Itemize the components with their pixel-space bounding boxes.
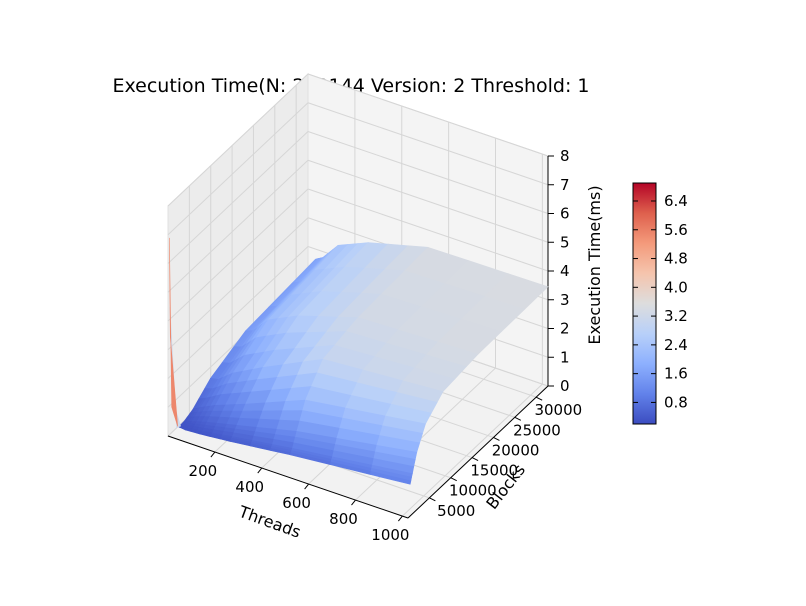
z-tick-label: 4 bbox=[560, 262, 570, 280]
x-tick-mark bbox=[304, 483, 310, 490]
tick-labels: 200 400 600 800 1000 5000 10000 15000 20000 25000… bbox=[189, 147, 583, 544]
y-tick-mark bbox=[450, 477, 457, 482]
colorbar-gradient bbox=[632, 182, 657, 425]
grid-line-z bbox=[307, 159, 549, 243]
grid-line-z bbox=[167, 73, 309, 207]
colorbar-tick-label: 6.4 bbox=[664, 192, 688, 210]
surface-face bbox=[369, 471, 412, 485]
surface-face bbox=[279, 410, 303, 422]
y-tick-mark bbox=[535, 396, 543, 401]
y-tick-mark bbox=[514, 416, 522, 421]
colorbar-tick-label: 3.2 bbox=[664, 307, 688, 325]
y-tick-label: 20000 bbox=[492, 441, 540, 459]
grid-line-z bbox=[307, 188, 549, 272]
colorbar-tick-label: 4.0 bbox=[664, 278, 688, 296]
grid-line-x bbox=[402, 383, 543, 517]
grid-line-z bbox=[307, 131, 549, 214]
x-tick-label: 400 bbox=[235, 478, 264, 496]
colorbar-tick-label: 4.8 bbox=[664, 250, 688, 268]
surface-face bbox=[259, 410, 284, 421]
colorbar: 0.8 1.6 2.4 3.2 4.0 4.8 5.6 6.4 bbox=[632, 182, 688, 425]
surface-face bbox=[239, 410, 264, 420]
grid-line-z bbox=[167, 131, 309, 264]
surface-face bbox=[169, 237, 178, 427]
surface-face bbox=[262, 401, 286, 412]
z-tick-label: 0 bbox=[560, 377, 570, 395]
z-tick-label: 5 bbox=[560, 233, 570, 251]
z-axis-label: Execution Time(ms) bbox=[585, 185, 604, 344]
x-tick-mark bbox=[257, 467, 263, 474]
surface-face bbox=[242, 402, 266, 412]
y-tick-label: 15000 bbox=[470, 462, 518, 480]
grid-line-z bbox=[167, 102, 309, 236]
x-tick-label: 200 bbox=[189, 462, 218, 480]
y-tick-mark bbox=[429, 497, 436, 502]
surface-face bbox=[282, 399, 306, 412]
colorbar-tick-label: 2.4 bbox=[664, 336, 688, 354]
grid-line-z bbox=[307, 73, 549, 157]
z-tick-label: 1 bbox=[560, 348, 570, 366]
y-tick-mark bbox=[471, 457, 479, 462]
z-tick-label: 6 bbox=[560, 205, 570, 223]
colorbar-tick-label: 1.6 bbox=[664, 365, 688, 383]
grid-line-z bbox=[167, 159, 309, 293]
grid-line-z bbox=[167, 246, 309, 379]
chart-title: Execution Time(N: 262144 Version: 2 Thre… bbox=[112, 75, 589, 97]
y-tick-label: 5000 bbox=[437, 502, 475, 520]
x-tick-label: 1000 bbox=[371, 526, 409, 544]
grid-line-z bbox=[167, 188, 309, 322]
y-tick-mark bbox=[493, 436, 500, 441]
y-tick-label: 25000 bbox=[513, 421, 561, 439]
y-tick-label: 10000 bbox=[449, 482, 497, 500]
x-tick-mark bbox=[351, 499, 356, 506]
colorbar-tick-label: 5.6 bbox=[664, 221, 688, 239]
x-tick-mark bbox=[397, 515, 403, 522]
x-tick-label: 800 bbox=[329, 510, 358, 528]
x-axis-line bbox=[167, 435, 409, 519]
z-tick-label: 2 bbox=[560, 320, 570, 338]
z-tick-label: 8 bbox=[560, 147, 570, 165]
grid-line-x bbox=[355, 367, 496, 501]
grid-line-z bbox=[307, 102, 549, 186]
x-tick-label: 600 bbox=[282, 494, 311, 512]
y-tick-label: 30000 bbox=[534, 401, 582, 419]
surface-plot bbox=[169, 237, 549, 485]
x-tick-mark bbox=[210, 451, 216, 458]
z-tick-label: 3 bbox=[560, 291, 570, 309]
grid-line-z bbox=[167, 217, 309, 351]
y-axis-line bbox=[407, 385, 549, 519]
colorbar-tick-label: 0.8 bbox=[664, 393, 688, 411]
z-tick-label: 7 bbox=[560, 176, 570, 194]
